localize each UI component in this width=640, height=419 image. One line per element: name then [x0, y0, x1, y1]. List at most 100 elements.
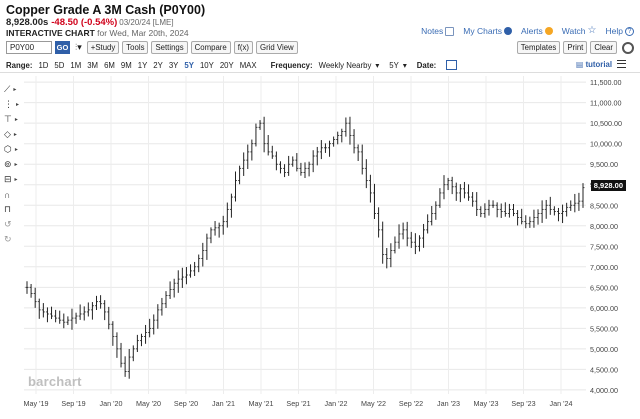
menu-icon[interactable] [617, 60, 626, 68]
range-3m[interactable]: 3M [87, 60, 99, 70]
x-tick-label: May '19 [24, 399, 48, 408]
symbol-input[interactable]: P0Y00 [6, 41, 52, 54]
price-timestamp: 03/20/24 [LME] [119, 18, 174, 27]
undo-icon[interactable]: ↺ [4, 219, 12, 229]
shape-tool-icon[interactable]: ⬡ ▸ [4, 144, 18, 154]
range-5d[interactable]: 5D [54, 60, 65, 70]
range-1m[interactable]: 1M [70, 60, 82, 70]
range-max[interactable]: MAX [239, 60, 257, 70]
page-header: Copper Grade A 3M Cash (P0Y00) [6, 3, 205, 17]
x-tick-label: Jan '23 [437, 399, 460, 408]
y-tick-label: 9,500.00 [590, 160, 618, 169]
price-change: -48.50 (-0.54%) [51, 17, 118, 28]
x-tick-label: Jan '21 [212, 399, 235, 408]
x-tick-label: Sep '19 [61, 399, 85, 408]
range-1d[interactable]: 1D [38, 60, 49, 70]
x-tick-label: May '22 [361, 399, 386, 408]
templates-button[interactable]: Templates [516, 41, 561, 54]
x-tick-label: Jan '24 [550, 399, 573, 408]
y-tick-label: 10,000.00 [590, 140, 622, 149]
my-charts-link[interactable]: My Charts [463, 26, 513, 36]
range-9m[interactable]: 9M [120, 60, 132, 70]
compare-button[interactable]: Compare [190, 41, 231, 54]
chevron-down-icon: ▾ [375, 60, 380, 70]
help-icon: ? [625, 26, 634, 36]
x-tick-label: May '21 [249, 399, 274, 408]
go-button[interactable]: GO [55, 41, 70, 54]
x-tick-label: Sep '20 [174, 399, 198, 408]
page-title: Copper Grade A 3M Cash (P0Y00) [6, 3, 206, 17]
edit-icon [445, 26, 455, 36]
last-price: 8,928.00s [6, 17, 49, 28]
grid-view-button[interactable]: Grid View [256, 41, 298, 54]
annotation-tool-icon[interactable]: ⊟ ▸ [4, 174, 18, 184]
last-price-marker: 8,928.00 [590, 180, 626, 191]
barchart-watermark: barchart [28, 374, 82, 389]
y-tick-label: 5,500.00 [590, 324, 618, 333]
x-tick-label: Sep '22 [399, 399, 423, 408]
top-links: Notes My Charts Alerts Watch ☆ Help? [421, 26, 634, 36]
frequency-label: Frequency: [270, 60, 313, 70]
x-tick-label: May '20 [136, 399, 161, 408]
alert-icon [544, 27, 553, 35]
tutorial-link[interactable]: ▤ tutorial [576, 60, 612, 69]
help-link[interactable]: Help? [606, 26, 634, 36]
x-tick-label: Jan '22 [325, 399, 348, 408]
tools-button[interactable]: Tools [122, 41, 149, 54]
y-tick-label: 4,500.00 [590, 365, 618, 374]
range-1y[interactable]: 1Y [137, 60, 148, 70]
range-5y[interactable]: 5Y [184, 60, 194, 70]
right-toolbar: Templates Print Clear [516, 41, 634, 54]
gear-icon[interactable] [622, 41, 634, 54]
measure-tool-icon[interactable]: ⊚ ▸ [4, 159, 18, 169]
tutorial-icon: ▤ [576, 60, 584, 69]
y-tick-label: 11,500.00 [590, 78, 621, 87]
pattern-tool-icon[interactable]: ◇ ▸ [4, 129, 17, 139]
text-tool-icon[interactable]: ⊤ ▸ [4, 114, 18, 124]
settings-button[interactable]: Settings [151, 41, 188, 54]
range-6m[interactable]: 6M [104, 60, 115, 70]
y-tick-label: 8,500.00 [590, 201, 618, 210]
price-chart[interactable]: 11,500.00 11,000.00 10,500.00 10,000.00 9,50… [24, 76, 624, 411]
alerts-link[interactable]: Alerts [521, 26, 553, 36]
print-button[interactable]: Print [563, 41, 588, 54]
y-tick-label: 11,000.00 [590, 99, 621, 108]
clear-button[interactable]: Clear [590, 41, 617, 54]
range-label: Range: [6, 60, 33, 70]
add-icon [504, 27, 513, 35]
star-icon: ☆ [587, 25, 597, 36]
range-20y[interactable]: 20Y [219, 60, 234, 70]
chart-date: for Wed, Mar 20th, 2024 [97, 28, 189, 38]
fx-button[interactable]: f(x) [233, 41, 254, 54]
range-2y[interactable]: 2Y [153, 60, 163, 70]
x-tick-label: Sep '23 [511, 399, 535, 408]
period-select[interactable]: 5Y ▾ [389, 60, 407, 70]
range-10y[interactable]: 10Y [199, 60, 214, 70]
notes-link[interactable]: Notes [421, 26, 455, 36]
date-label: Date: [416, 60, 437, 70]
chart-caption: INTERACTIVE CHART for Wed, Mar 20th, 202… [6, 28, 189, 38]
calendar-icon[interactable] [446, 60, 458, 70]
lock-icon[interactable]: ⊓ [4, 204, 12, 214]
study-button[interactable]: +Study [86, 41, 120, 54]
chevron-down-icon: ▾ [402, 60, 407, 70]
x-tick-label: May '23 [474, 399, 499, 408]
y-tick-label: 4,000.00 [590, 386, 618, 395]
y-tick-label: 7,000.00 [590, 263, 618, 272]
x-tick-label: Sep '21 [286, 399, 310, 408]
redo-icon[interactable]: ↻ [4, 234, 12, 244]
magnet-icon[interactable]: ∩ [4, 189, 11, 200]
y-tick-label: 7,500.00 [590, 242, 618, 251]
chart-toolbar: P0Y00 GO ⫶▾ +Study Tools Settings Compar… [6, 41, 298, 54]
trendline-tool-icon[interactable]: ⟋ ▸ [4, 84, 17, 94]
chart-label: INTERACTIVE CHART [6, 28, 95, 38]
bar-type-icon[interactable]: ⫶▾ [75, 42, 82, 52]
y-tick-label: 6,000.00 [590, 304, 618, 313]
fibonacci-tool-icon[interactable]: ⋮ ▸ [4, 99, 20, 109]
watch-link[interactable]: Watch ☆ [561, 25, 597, 37]
divider [0, 72, 640, 73]
y-tick-label: 8,000.00 [590, 222, 618, 231]
frequency-select[interactable]: Weekly Nearby ▾ [318, 60, 380, 70]
range-3y[interactable]: 3Y [168, 60, 179, 70]
range-bar: Range: 1D 5D 1M 3M 6M 9M 1Y 2Y 3Y 5Y 10Y… [0, 58, 640, 72]
